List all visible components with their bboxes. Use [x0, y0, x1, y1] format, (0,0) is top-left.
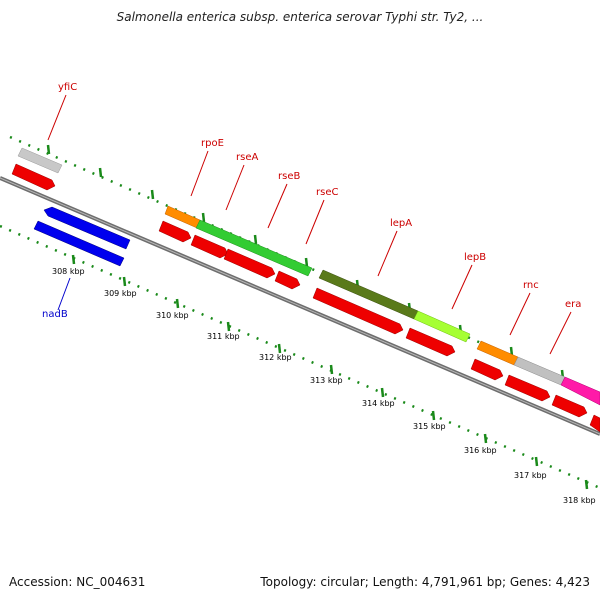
gc-major-tick	[122, 276, 127, 287]
topology-label: Topology: circular; Length: 4,791,961 bp…	[260, 575, 590, 589]
gc-major-tick	[201, 212, 206, 223]
gc-major-tick	[534, 456, 539, 467]
tick-label: 316 kbp	[464, 446, 497, 455]
gene-label-rpoE[interactable]: rpoE	[201, 138, 224, 149]
gene-label-rseA[interactable]: rseA	[236, 152, 258, 163]
gene-leader-line	[377, 230, 398, 277]
gc-major-tick	[304, 257, 309, 268]
gene-leader-line	[267, 183, 288, 229]
accession-label: Accession: NC_004631	[9, 575, 146, 589]
cds-arrow[interactable]	[158, 220, 192, 243]
gene-label-era[interactable]: era	[565, 299, 581, 310]
gene-label-rseC[interactable]: rseC	[316, 187, 338, 198]
gene-block-nadB[interactable]	[33, 220, 125, 267]
gc-major-tick	[253, 234, 258, 245]
reverse-strand-genes	[33, 206, 131, 267]
backbone	[0, 176, 600, 436]
tick-label: 311 kbp	[207, 332, 240, 341]
gc-major-tick	[226, 321, 231, 332]
map-title: Salmonella enterica subsp. enterica sero…	[116, 10, 484, 24]
cds-arrows-forward	[11, 163, 600, 433]
tick-label: 318 kbp	[563, 496, 596, 505]
gene-leader-line	[451, 264, 473, 310]
gc-major-tick	[584, 479, 589, 490]
gene-leader-line	[549, 311, 572, 355]
cds-arrow[interactable]	[589, 414, 600, 433]
cds-arrow[interactable]	[223, 248, 276, 279]
tick-label: 310 kbp	[156, 311, 189, 320]
forward-strand-genes	[17, 147, 600, 406]
gene-block-rseA[interactable]	[195, 219, 313, 277]
gene-block-yfiC[interactable]	[17, 147, 63, 174]
gene-leader-line	[190, 150, 209, 197]
gc-major-tick	[46, 144, 51, 155]
gene-label-lepB[interactable]: lepB	[464, 252, 486, 263]
scale-tick-labels: 308 kbp 309 kbp 310 kbp 311 kbp 312 kbp 313 k…	[52, 267, 596, 505]
tick-label: 313 kbp	[310, 376, 343, 385]
gene-label-nadB[interactable]: nadB	[42, 309, 68, 320]
gene-labels: yfiC nadB rpoE rseA rseB rseC lepA lepB rnc era	[42, 82, 581, 355]
gene-label-lepA[interactable]: lepA	[390, 218, 412, 229]
gc-major-tick	[98, 167, 103, 178]
gc-major-tick	[277, 343, 282, 354]
tick-label: 314 kbp	[362, 399, 395, 408]
cds-arrow[interactable]	[274, 270, 301, 290]
gene-label-yfiC[interactable]: yfiC	[58, 82, 77, 93]
gc-major-tick	[483, 433, 488, 444]
cds-arrow[interactable]	[405, 327, 456, 357]
gene-leader-line	[57, 277, 71, 311]
cds-arrow[interactable]	[551, 394, 588, 418]
gene-leader-line	[305, 199, 325, 245]
gene-block-nadB-arrow[interactable]	[43, 206, 131, 250]
gc-major-tick	[175, 298, 180, 309]
gc-major-tick	[150, 189, 155, 200]
gene-block-magenta[interactable]	[560, 376, 600, 406]
gene-label-rseB[interactable]: rseB	[278, 171, 300, 182]
gc-major-tick	[329, 364, 334, 375]
cds-arrow[interactable]	[504, 374, 551, 402]
tick-label: 317 kbp	[514, 471, 547, 480]
tick-label: 309 kbp	[104, 289, 137, 298]
tick-label: 308 kbp	[52, 267, 85, 276]
cds-arrow[interactable]	[470, 358, 504, 381]
cds-arrow[interactable]	[190, 234, 229, 259]
gc-major-tick	[380, 387, 385, 398]
gene-leader-line	[225, 164, 245, 211]
cds-arrow[interactable]	[312, 287, 404, 335]
gene-leader-line	[509, 292, 531, 336]
tick-label: 315 kbp	[413, 422, 446, 431]
gene-leader-line	[47, 94, 67, 141]
gene-label-rnc[interactable]: rnc	[523, 280, 539, 291]
tick-label: 312 kbp	[259, 353, 292, 362]
cds-arrow[interactable]	[11, 163, 56, 191]
gene-block-lepB[interactable]	[413, 310, 471, 343]
gc-major-tick	[71, 254, 76, 265]
gc-major-tick	[431, 410, 436, 421]
